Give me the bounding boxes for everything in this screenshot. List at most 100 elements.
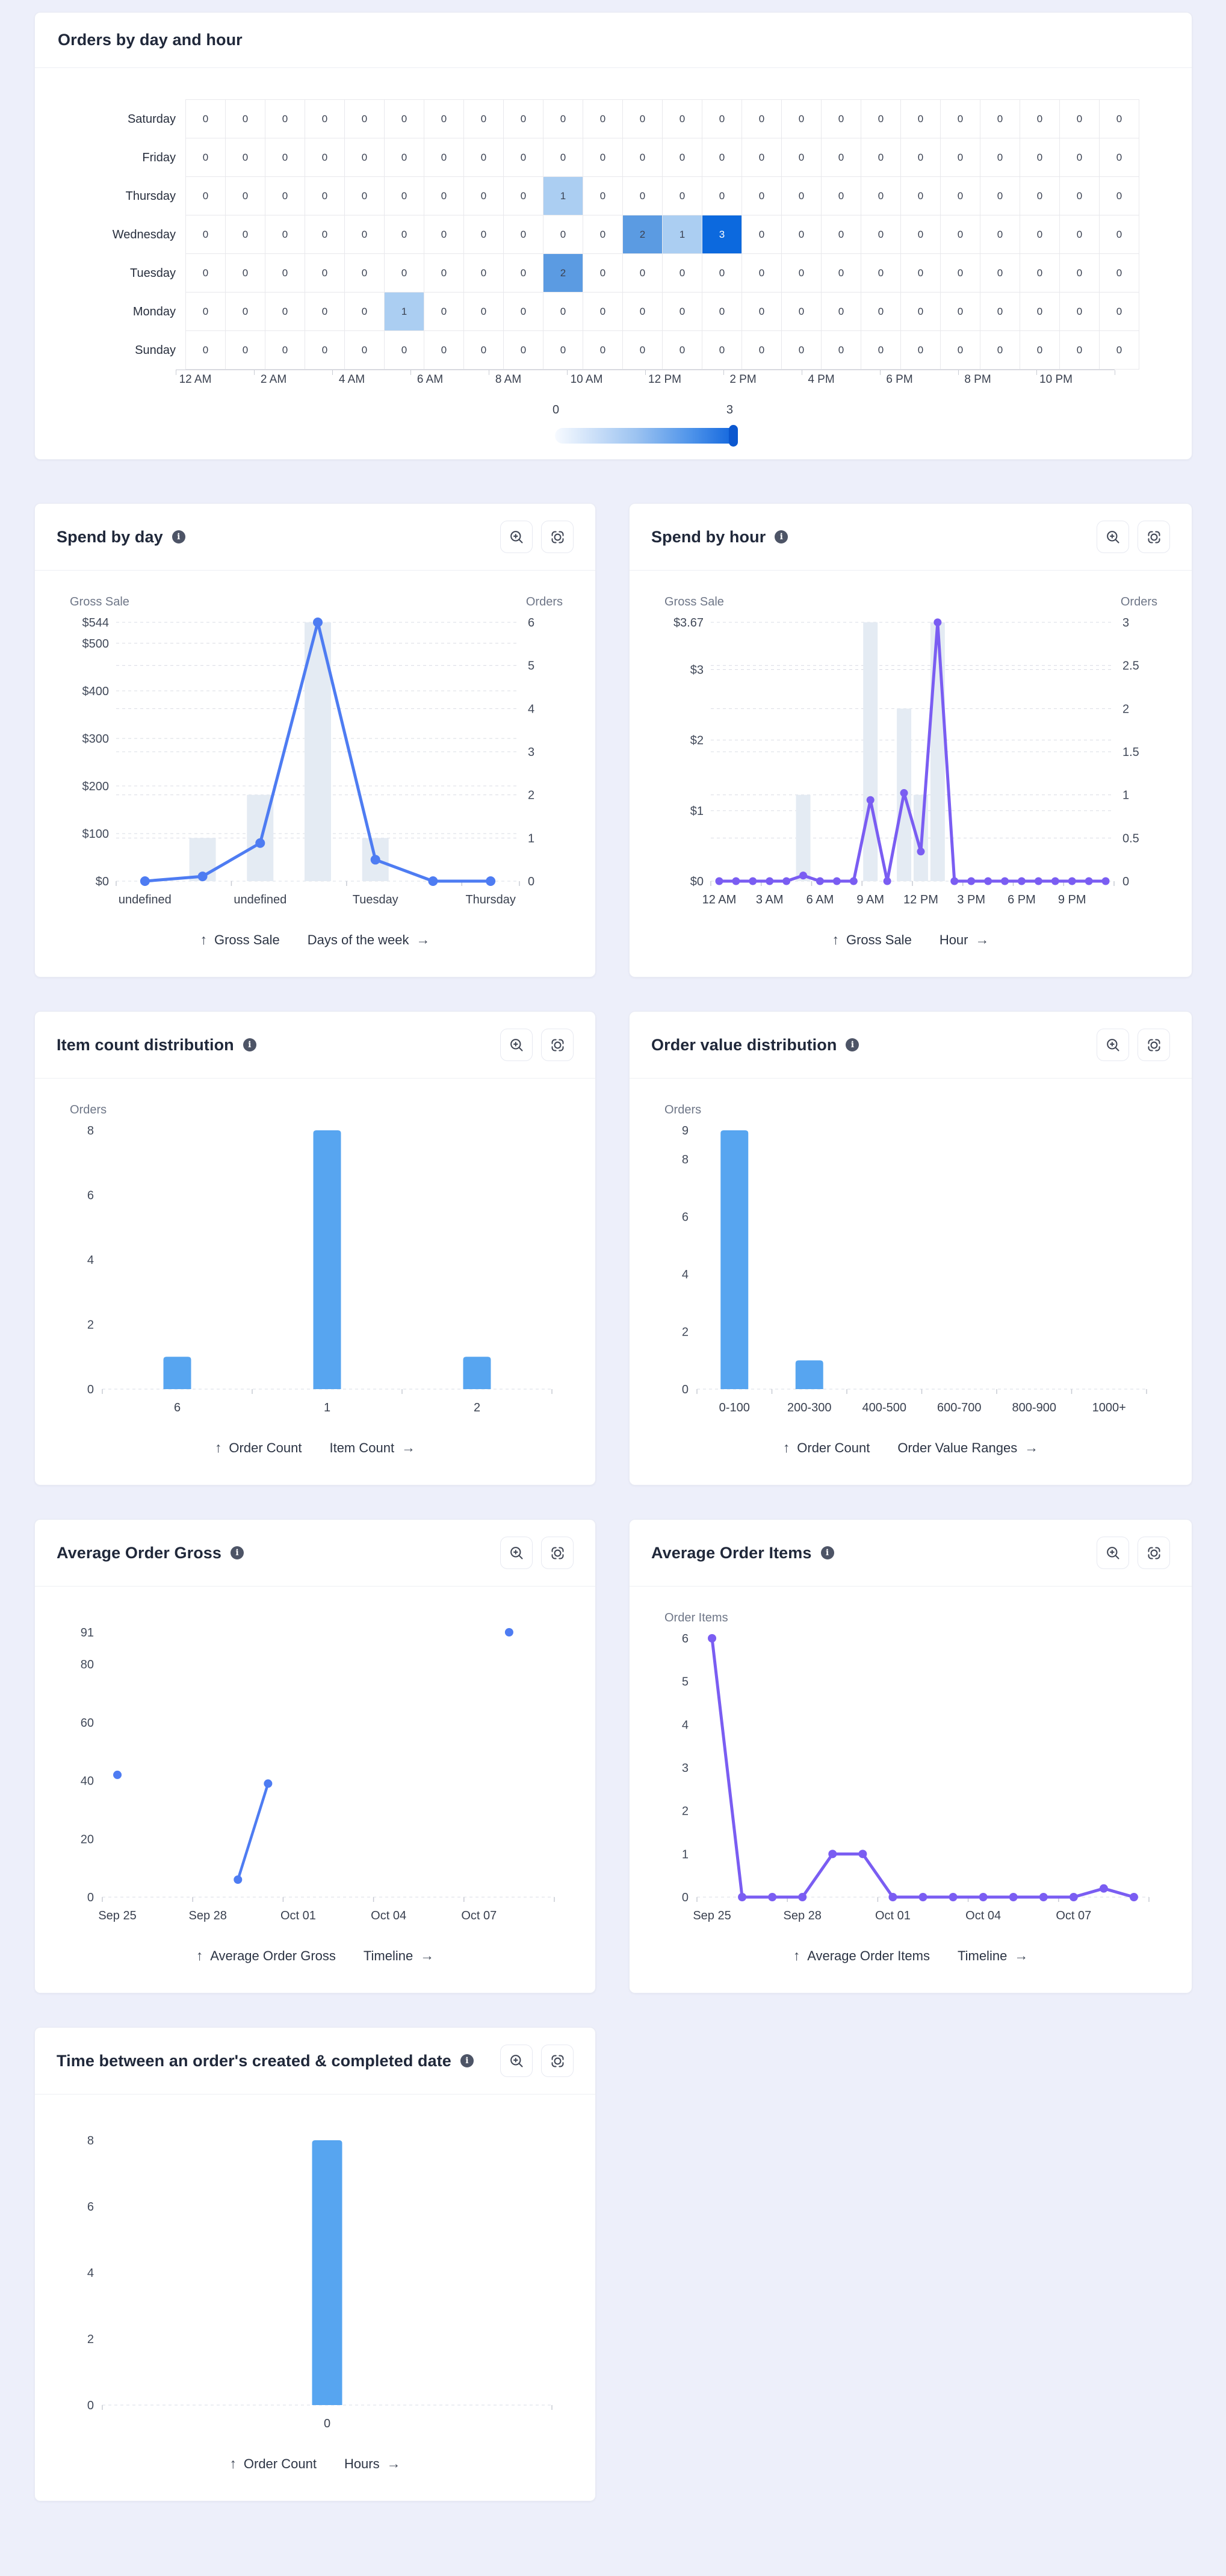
focus-button[interactable] — [1138, 1537, 1170, 1569]
heatmap-cell: 0 — [1020, 99, 1060, 138]
heatmap-cell: 0 — [702, 99, 742, 138]
heatmap-day-label: Friday — [142, 150, 176, 164]
zoom-in-button[interactable] — [500, 1537, 533, 1569]
svg-text:1000+: 1000+ — [1092, 1401, 1126, 1414]
heatmap-cell: 2 — [622, 215, 663, 254]
heatmap-cell: 0 — [821, 330, 861, 370]
colorbar-gradient[interactable] — [555, 425, 738, 447]
svg-text:$2: $2 — [690, 734, 704, 748]
heatmap-cell: 0 — [424, 99, 464, 138]
heatmap-row: Friday 0 0 0 0 0 0 0 0 0 0 0 0 0 0 0 0 0 0 0 0 0 0 0 0 — [59, 138, 1139, 177]
magnifier-plus-icon — [1106, 530, 1119, 543]
card-spend-by-hour: Spend by hour i $3.67 $3 $2 $1 $0 3 2.5 2 1.5 1 0.… — [629, 503, 1192, 977]
heatmap-cell: 1 — [543, 176, 583, 215]
heatmap-cell: 0 — [185, 176, 226, 215]
focus-button[interactable] — [1138, 1029, 1170, 1061]
svg-text:400-500: 400-500 — [862, 1401, 906, 1414]
svg-text:1: 1 — [528, 832, 534, 845]
zoom-in-button[interactable] — [1097, 1029, 1129, 1061]
svg-text:3: 3 — [528, 746, 534, 759]
heatmap-cell: 0 — [781, 292, 822, 331]
heatmap-colorbar: 0 3 — [176, 404, 1115, 447]
heatmap-cell: 0 — [702, 253, 742, 293]
divider — [35, 570, 595, 571]
info-icon[interactable]: i — [846, 1038, 859, 1051]
zoom-in-button[interactable] — [1097, 521, 1129, 553]
heatmap-cell: 0 — [1020, 176, 1060, 215]
heatmap-cell: 2 — [543, 253, 583, 293]
info-icon[interactable]: i — [243, 1038, 256, 1051]
svg-text:$500: $500 — [82, 637, 110, 651]
zoom-in-button[interactable] — [500, 2045, 533, 2077]
legend-y-label: Gross Sale — [846, 932, 912, 947]
svg-text:Sep 25: Sep 25 — [693, 1909, 731, 1922]
heatmap-cell: 0 — [225, 253, 265, 293]
heatmap-cell: 0 — [1020, 215, 1060, 254]
heatmap-cell: 0 — [1020, 253, 1060, 293]
chart-legend: ↑ Average Order Items Timeline → — [654, 1948, 1168, 1964]
heatmap-cell: 0 — [980, 292, 1020, 331]
svg-text:1: 1 — [682, 1848, 689, 1861]
heatmap-cell: 0 — [424, 176, 464, 215]
heatmap-cell: 0 — [384, 215, 424, 254]
svg-text:9 AM: 9 AM — [856, 893, 884, 906]
heatmap-cell: 0 — [424, 330, 464, 370]
chart-legend: ↑ Order Count Item Count → — [59, 1440, 571, 1456]
focus-button[interactable] — [1138, 521, 1170, 553]
info-icon[interactable]: i — [820, 1546, 834, 1559]
svg-text:4: 4 — [682, 1718, 689, 1732]
heatmap-cell: 0 — [185, 138, 226, 177]
heatmap-cell: 0 — [185, 292, 226, 331]
heatmap-cell: 0 — [781, 330, 822, 370]
zoom-in-button[interactable] — [1097, 1537, 1129, 1569]
zoom-in-button[interactable] — [500, 1029, 533, 1061]
heatmap-cell: 0 — [980, 138, 1020, 177]
divider — [630, 1586, 1192, 1587]
heatmap-cell: 0 — [503, 292, 543, 331]
up-arrow-icon: ↑ — [196, 1948, 203, 1963]
focus-icon — [551, 530, 564, 543]
svg-text:Oct 04: Oct 04 — [965, 1909, 1001, 1922]
svg-text:Orders: Orders — [70, 1103, 107, 1116]
heatmap-row: Thursday 0 0 0 0 0 0 0 0 0 1 0 0 0 0 0 0 0 0 0 0 0 0 0 0 — [59, 176, 1139, 215]
info-icon[interactable]: i — [460, 2054, 474, 2067]
svg-text:800-900: 800-900 — [1012, 1401, 1056, 1414]
svg-text:3 PM: 3 PM — [957, 893, 985, 906]
right-arrow-icon: → — [1014, 1948, 1029, 1963]
heatmap-cell: 0 — [384, 330, 424, 370]
chart-legend: ↑ Gross Sale Days of the week → — [59, 932, 571, 948]
focus-icon — [1147, 1038, 1160, 1051]
heatmap-cell: 0 — [185, 330, 226, 370]
svg-text:2: 2 — [87, 1319, 94, 1332]
heatmap-cell: 0 — [662, 330, 702, 370]
info-icon[interactable]: i — [231, 1546, 244, 1559]
heatmap-row: Saturday 0 0 0 0 0 0 0 0 0 0 0 0 0 0 0 0 0 0 0 0 0 0 0 0 — [59, 99, 1139, 138]
svg-text:0: 0 — [1122, 875, 1129, 888]
info-icon[interactable]: i — [775, 530, 788, 543]
focus-button[interactable] — [541, 1537, 574, 1569]
heatmap-cell: 0 — [702, 292, 742, 331]
heatmap-cell: 0 — [463, 99, 504, 138]
heatmap-row: Wednesday 0 0 0 0 0 0 0 0 0 0 0 2 1 3 0 0 0 0 0 0 0 0 0 0 — [59, 215, 1139, 254]
zoom-in-button[interactable] — [500, 521, 533, 553]
chart-svg: $544 $500 $400 $300 $200 $100 $0 6 5 4 3 2 1 0 Gross S… — [70, 595, 563, 906]
chart-legend: ↑ Order Count Order Value Ranges → — [654, 1440, 1168, 1456]
info-icon[interactable]: i — [172, 530, 185, 543]
heatmap-cell: 0 — [503, 138, 543, 177]
heatmap-cell: 0 — [543, 292, 583, 331]
heatmap-cell: 0 — [900, 292, 941, 331]
right-arrow-icon: → — [401, 1440, 416, 1455]
heatmap-cell: 0 — [424, 138, 464, 177]
colorbar-handle[interactable] — [729, 425, 738, 447]
heatmap-cell: 0 — [463, 138, 504, 177]
heatmap-cell: 0 — [543, 138, 583, 177]
svg-text:$400: $400 — [82, 685, 110, 698]
focus-button[interactable] — [541, 521, 574, 553]
chart-legend: ↑ Average Order Gross Timeline → — [59, 1948, 571, 1964]
svg-text:3 AM: 3 AM — [756, 893, 784, 906]
heatmap-cell: 1 — [384, 292, 424, 331]
focus-button[interactable] — [541, 2045, 574, 2077]
heatmap-cell: 0 — [265, 176, 305, 215]
focus-button[interactable] — [541, 1029, 574, 1061]
chart-svg: Orders 9 8 6 4 2 0 0-100 200-300 400-500 600-700 80… — [664, 1103, 1147, 1414]
